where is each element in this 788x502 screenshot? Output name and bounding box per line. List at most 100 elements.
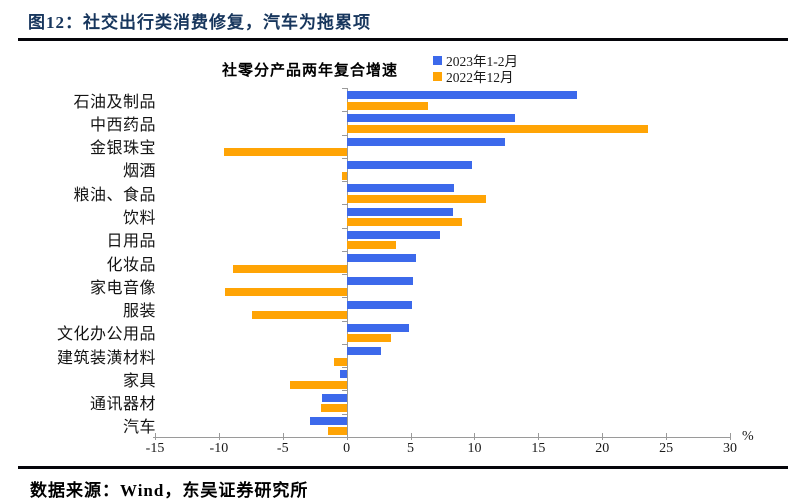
x-axis-tick-label: -5	[276, 441, 289, 456]
bar-2023	[346, 161, 472, 169]
bar-2023	[346, 137, 506, 146]
bar-2023	[346, 114, 516, 123]
x-axis-tick	[218, 433, 220, 440]
x-axis-tick-label: 20	[595, 441, 610, 456]
category-boundary-tick	[341, 320, 347, 322]
x-axis-tick	[474, 433, 476, 440]
bar-2022	[346, 101, 429, 110]
bar-2022	[321, 404, 347, 413]
legend-item: 2022年12月	[433, 68, 518, 85]
footer-divider-line	[18, 466, 788, 469]
x-axis-tick	[666, 433, 668, 440]
bar-2022	[341, 171, 347, 180]
legend-label: 2022年12月	[446, 70, 514, 85]
x-axis-tick-label: 5	[407, 441, 415, 456]
bar-2022	[346, 334, 392, 343]
legend-item: 2023年1-2月	[433, 52, 518, 69]
category-boundary-tick	[341, 227, 347, 229]
x-axis-tick	[410, 433, 412, 440]
category-label: 饮料	[122, 209, 156, 227]
x-axis-tick-label: 25	[659, 441, 674, 456]
category-boundary-tick	[341, 111, 347, 113]
category-label: 服装	[122, 303, 156, 321]
bar-2022	[224, 148, 347, 157]
category-label: 烟酒	[122, 163, 156, 181]
category-boundary-tick	[341, 88, 347, 89]
bar-2022	[252, 311, 347, 320]
bar-2023	[346, 347, 382, 356]
legend-swatch-icon	[433, 55, 442, 65]
x-axis-tick	[730, 433, 731, 440]
category-boundary-tick	[341, 274, 347, 276]
x-axis-tick-label: -10	[209, 441, 229, 456]
category-boundary-tick	[341, 157, 347, 159]
figure-title: 社交出行类消费修复，汽车为拖累项	[83, 13, 371, 32]
category-label: 通讯器材	[89, 396, 156, 414]
bar-2023	[346, 91, 577, 100]
x-axis-line	[153, 437, 731, 438]
x-axis-tick-label: 0	[343, 441, 351, 456]
category-label: 石油及制品	[73, 93, 156, 111]
bar-2022	[346, 241, 397, 250]
category-boundary-tick	[341, 204, 347, 206]
x-axis-tick-label: 10	[467, 441, 482, 456]
category-label: 建筑装潢材料	[56, 349, 156, 367]
bar-2023	[346, 184, 454, 193]
bar-2023	[346, 300, 412, 309]
figure-header: 图12：社交出行类消费修复，汽车为拖累项	[28, 8, 371, 33]
category-boundary-tick	[341, 413, 347, 415]
bar-2023	[346, 230, 440, 239]
bar-2023	[346, 207, 453, 216]
bar-2023	[346, 254, 416, 263]
category-label: 家具	[122, 372, 156, 390]
bar-2022	[346, 194, 486, 203]
bar-2022	[346, 124, 649, 133]
category-label: 家电音像	[89, 279, 156, 297]
category-boundary-tick	[341, 390, 347, 392]
chart-title: 社零分产品两年复合增速	[221, 63, 398, 79]
chart-legend: 2023年1-2月 2022年12月	[433, 52, 518, 85]
header-divider-line	[18, 38, 788, 41]
x-axis-tick-label: 30	[723, 441, 737, 456]
legend-label: 2023年1-2月	[446, 54, 518, 69]
bar-2023	[346, 323, 410, 332]
bar-2023	[322, 393, 347, 402]
zero-axis-line	[346, 88, 348, 437]
category-boundary-tick	[341, 297, 347, 299]
category-label: 粮油、食品	[73, 186, 156, 204]
category-boundary-tick	[341, 437, 347, 438]
category-boundary-tick	[341, 343, 347, 345]
source-note: 数据来源：Wind，东吴证券研究所	[30, 481, 309, 500]
bar-2023	[309, 416, 347, 425]
bar-2022	[346, 218, 462, 227]
bar-2023	[340, 370, 347, 379]
category-label: 汽车	[122, 419, 156, 437]
bar-2022	[333, 357, 347, 366]
x-axis-tick-label: 15	[531, 441, 546, 456]
bar-2023	[346, 277, 414, 286]
category-label: 文化办公用品	[56, 326, 156, 344]
x-axis-tick	[538, 433, 540, 440]
x-axis-tick-label: -15	[145, 441, 165, 456]
x-axis-tick	[155, 433, 156, 440]
plot-area	[155, 88, 730, 438]
category-label: 日用品	[106, 233, 156, 251]
category-label: 金银珠宝	[89, 140, 156, 158]
bar-2022	[225, 287, 347, 296]
category-label: 中西药品	[89, 116, 156, 134]
category-label: 化妆品	[106, 256, 156, 274]
bar-2022	[327, 427, 347, 436]
x-axis-tick	[282, 433, 284, 440]
figure-number-label: 图12：	[28, 13, 83, 32]
category-axis-labels: 石油及制品中西药品金银珠宝烟酒粮油、食品饮料日用品化妆品家电音像服装文化办公用品…	[0, 88, 158, 437]
category-boundary-tick	[341, 367, 347, 369]
x-axis-tick	[602, 433, 604, 440]
category-boundary-tick	[341, 181, 347, 183]
legend-swatch-icon	[433, 71, 442, 81]
bar-2022	[290, 380, 347, 389]
axis-unit-label: %	[742, 429, 754, 444]
category-boundary-tick	[341, 250, 347, 252]
category-boundary-tick	[341, 134, 347, 136]
bar-2022	[232, 264, 347, 273]
